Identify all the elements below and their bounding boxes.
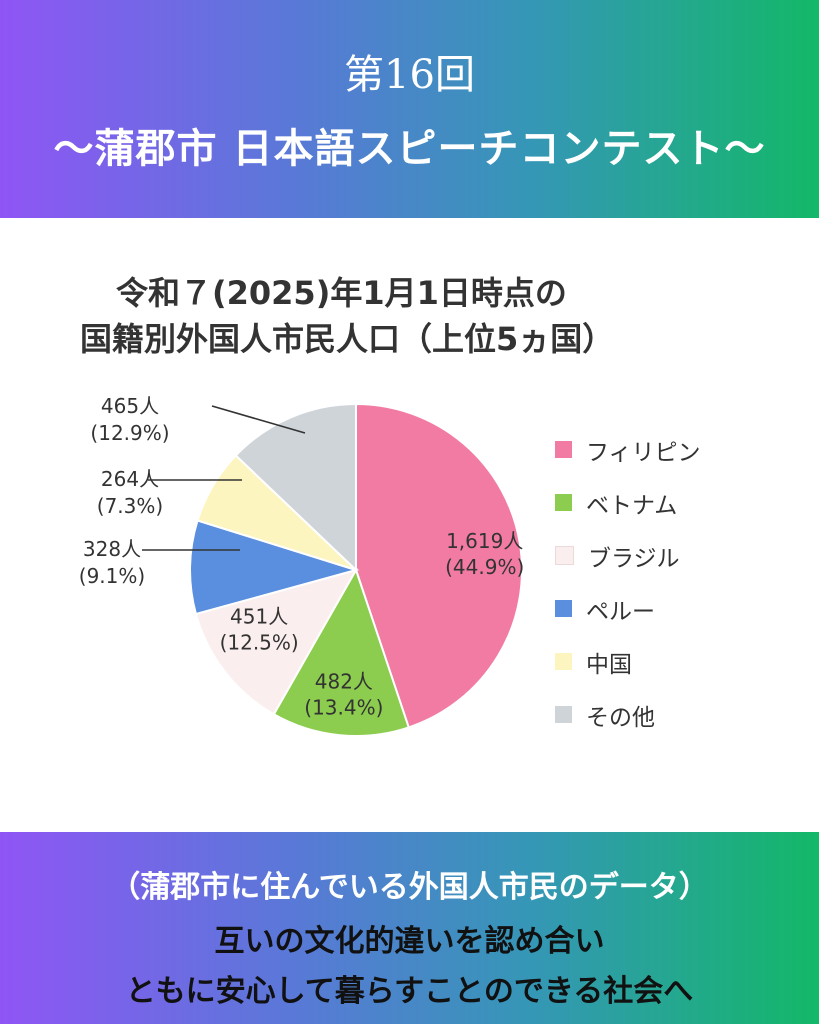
chart-legend: フィリピン ベトナム ブラジル ペルー 中国 その他 bbox=[555, 423, 701, 741]
chart-title-line2: 国籍別外国人市民人口（上位5ヵ国） bbox=[80, 320, 615, 358]
data-label-percent-peru: (9.1%) bbox=[79, 564, 145, 588]
data-label-percent-brazil: (12.5%) bbox=[220, 630, 299, 654]
footer-banner: （蒲郡市に住んでいる外国人市民のデータ） 互いの文化的違いを認め合い ともに安心… bbox=[0, 832, 819, 1024]
legend-label-philippines: フィリピン bbox=[586, 439, 701, 466]
pie-slice-brazil bbox=[194, 568, 359, 716]
pie-slice-philippines bbox=[355, 402, 523, 729]
data-label-percent-china: (7.3%) bbox=[97, 494, 163, 518]
data-label-count-philippines: 1,619人 bbox=[446, 529, 523, 553]
footer-message-line2: ともに安心して暮らすことのできる社会へ bbox=[125, 974, 694, 1009]
pie-slice-peru bbox=[189, 519, 360, 616]
legend-label-brazil: ブラジル bbox=[588, 545, 680, 572]
leader-line-other bbox=[211, 405, 306, 434]
legend-swatch-brazil bbox=[555, 546, 574, 565]
legend-item-other: その他 bbox=[555, 688, 701, 741]
legend-swatch-philippines bbox=[555, 441, 572, 458]
data-label-percent-other: (12.9%) bbox=[90, 421, 169, 445]
legend-label-china: 中国 bbox=[586, 651, 632, 678]
chart-area: 令和７(2025)年1月1日時点の 国籍別外国人市民人口（上位5ヵ国） 1,61… bbox=[0, 218, 819, 832]
legend-swatch-vietnam bbox=[555, 494, 572, 511]
data-label-percent-vietnam: (13.4%) bbox=[304, 695, 383, 719]
legend-label-other: その他 bbox=[586, 704, 655, 731]
data-label-count-brazil: 451人 bbox=[230, 604, 288, 628]
legend-swatch-other bbox=[555, 706, 572, 723]
legend-item-peru: ペルー bbox=[555, 582, 701, 635]
pie-slice-other bbox=[234, 402, 357, 573]
data-label-count-other: 465人 bbox=[101, 394, 159, 418]
header-title: ～蒲郡市 日本語スピーチコンテスト～ bbox=[53, 125, 766, 172]
footer-caption: （蒲郡市に住んでいる外国人市民のデータ） bbox=[110, 870, 709, 905]
legend-item-philippines: フィリピン bbox=[555, 423, 701, 476]
legend-label-peru: ペルー bbox=[586, 598, 655, 625]
data-label-percent-philippines: (44.9%) bbox=[445, 555, 524, 579]
data-label-count-peru: 328人 bbox=[83, 537, 141, 561]
chart-title-line1: 令和７(2025)年1月1日時点の bbox=[116, 274, 567, 312]
legend-swatch-china bbox=[555, 653, 572, 670]
data-label-count-china: 264人 bbox=[101, 467, 159, 491]
data-label-count-vietnam: 482人 bbox=[315, 669, 373, 693]
legend-swatch-peru bbox=[555, 600, 572, 617]
legend-item-vietnam: ベトナム bbox=[555, 476, 701, 529]
legend-label-vietnam: ベトナム bbox=[586, 492, 678, 519]
header-subtitle: 第16回 bbox=[344, 52, 475, 98]
legend-item-brazil: ブラジル bbox=[555, 529, 701, 582]
legend-item-china: 中国 bbox=[555, 635, 701, 688]
pie-slice-vietnam bbox=[272, 567, 410, 737]
footer-message-line1: 互いの文化的違いを認め合い bbox=[214, 924, 605, 959]
pie-chart: 1,619人(44.9%) 482人(13.4%) 451人(12.5%) 465人 (… bbox=[79, 394, 524, 737]
header-banner: 第16回 ～蒲郡市 日本語スピーチコンテスト～ bbox=[0, 0, 819, 218]
